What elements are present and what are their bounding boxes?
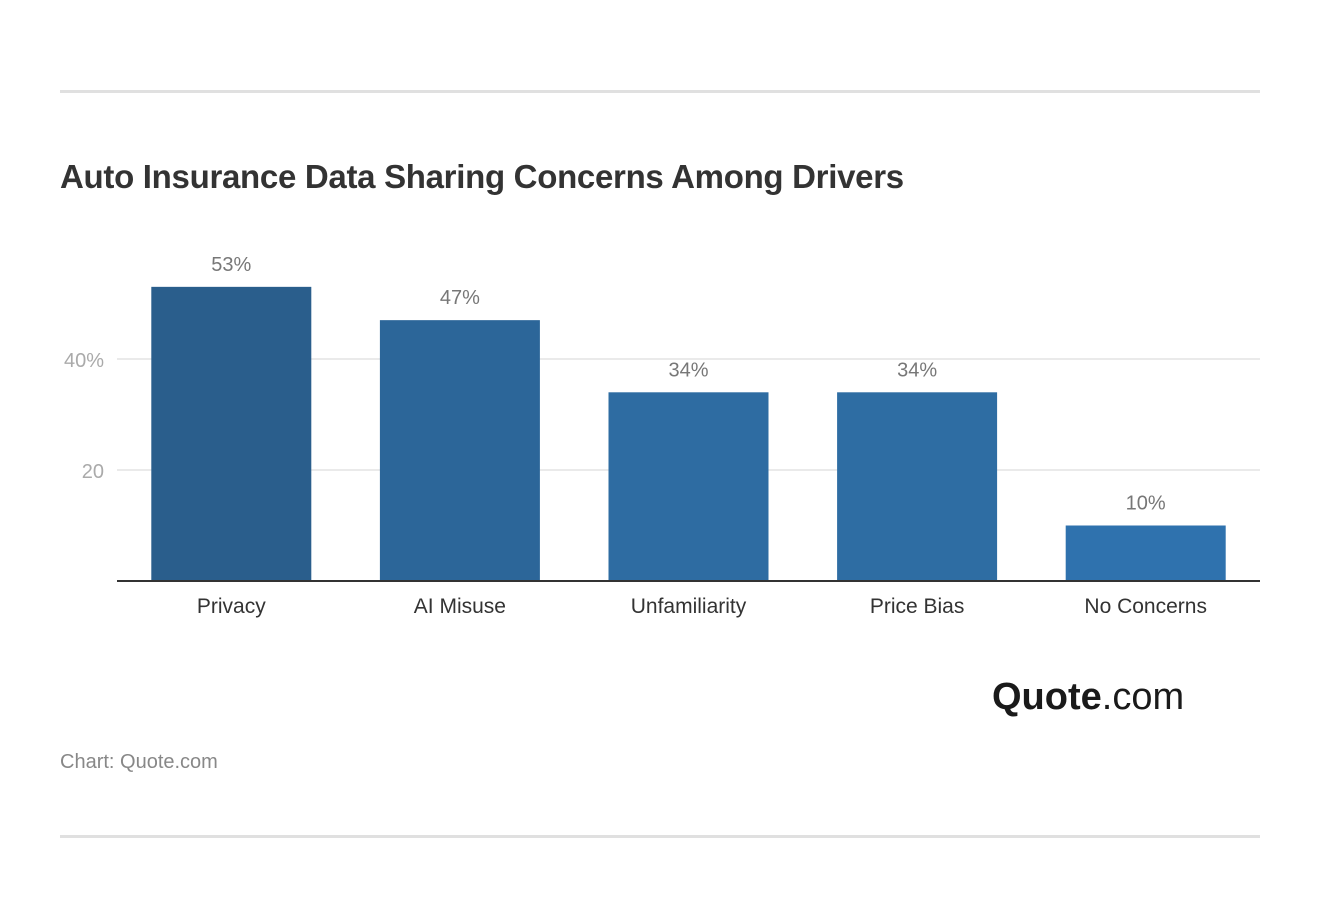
- top-divider: [60, 90, 1260, 93]
- bar: [1065, 525, 1226, 581]
- bottom-divider: [60, 835, 1260, 838]
- x-tick-label: Unfamiliarity: [631, 595, 747, 618]
- data-label: 10%: [1126, 493, 1166, 515]
- bar: [151, 286, 312, 581]
- x-tick-label: Price Bias: [870, 595, 965, 618]
- data-label: 34%: [897, 359, 937, 381]
- chart-source: Chart: Quote.com: [60, 751, 218, 773]
- bar: [608, 392, 769, 581]
- y-tick-label: 20: [82, 461, 104, 483]
- chart-title: Auto Insurance Data Sharing Concerns Amo…: [60, 158, 904, 195]
- data-label: 53%: [211, 254, 251, 276]
- x-tick-label: AI Misuse: [414, 595, 506, 618]
- data-label: 34%: [668, 359, 708, 381]
- x-tick-label: No Concerns: [1084, 595, 1207, 618]
- bar: [837, 392, 998, 581]
- y-tick-label: 40%: [64, 350, 104, 372]
- bar: [379, 320, 540, 581]
- quote-logo: Quote.com: [992, 676, 1185, 718]
- data-label: 47%: [440, 287, 480, 309]
- x-tick-label: Privacy: [197, 595, 266, 618]
